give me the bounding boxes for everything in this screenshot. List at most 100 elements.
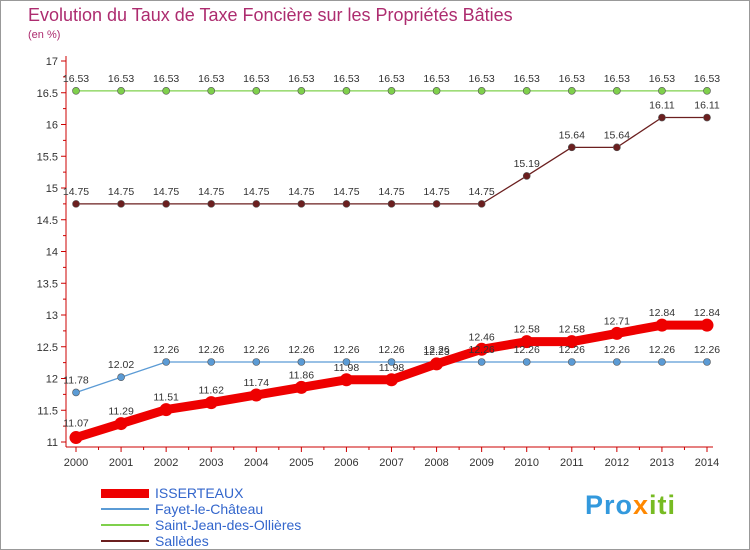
data-point: [430, 357, 444, 371]
legend-label: ISSERTEAUX: [155, 485, 244, 501]
data-point: [162, 200, 170, 208]
x-tick-label: 2013: [650, 457, 674, 469]
data-label: 12.84: [694, 307, 720, 319]
data-point: [613, 143, 621, 152]
data-point: [565, 335, 579, 349]
data-label: 12.26: [649, 344, 675, 356]
data-label: 12.26: [288, 344, 314, 356]
data-point: [658, 87, 666, 95]
data-point: [610, 326, 624, 340]
data-point: [567, 87, 576, 95]
data-label: 16.53: [694, 73, 720, 85]
data-point: [567, 358, 576, 366]
x-tick-label: 2014: [695, 457, 719, 469]
data-point: [385, 373, 398, 387]
data-point: [117, 87, 125, 95]
data-label: 12.26: [243, 344, 269, 356]
data-point: [700, 318, 714, 332]
data-label: 11.07: [63, 418, 89, 430]
data-point: [658, 113, 666, 122]
y-tick-label: 14.5: [37, 215, 58, 227]
data-label: 11.86: [289, 369, 315, 381]
legend-item: Saint-Jean-des-Ollières: [101, 517, 401, 533]
y-tick-label: 12: [46, 374, 58, 386]
data-label: 15.19: [514, 158, 540, 170]
data-label: 12.26: [153, 344, 179, 356]
data-point: [342, 87, 351, 95]
data-point: [387, 87, 396, 95]
data-label: 16.53: [333, 73, 359, 85]
data-label: 14.75: [469, 186, 495, 198]
data-label: 16.53: [649, 73, 675, 85]
data-label: 12.84: [649, 307, 675, 319]
y-tick-label: 11: [47, 437, 58, 449]
data-point: [294, 380, 308, 394]
data-point: [432, 87, 441, 95]
data-label: 16.53: [63, 73, 89, 85]
data-point: [72, 388, 80, 397]
data-point: [613, 87, 621, 95]
data-label: 16.53: [514, 73, 540, 85]
data-point: [387, 200, 396, 208]
legend-swatch: [101, 524, 149, 526]
data-point: [477, 87, 486, 95]
data-point: [703, 113, 711, 122]
y-tick-label: 13.5: [37, 278, 58, 290]
chart-title: Evolution du Taux de Taxe Foncière sur l…: [28, 5, 513, 25]
data-point: [567, 143, 576, 152]
data-point: [162, 358, 170, 366]
data-label: 12.26: [559, 344, 585, 356]
legend-label: Sallèdes: [155, 533, 209, 549]
data-point: [475, 342, 489, 356]
x-tick-label: 2003: [199, 457, 223, 469]
legend-label: Fayet-le-Château: [155, 501, 264, 517]
data-label: 16.11: [694, 100, 720, 112]
data-label: 14.75: [153, 186, 179, 198]
y-tick-label: 14: [46, 247, 58, 259]
data-point: [117, 373, 125, 382]
data-point: [207, 87, 216, 95]
data-label: 12.26: [694, 344, 720, 356]
data-label: 16.53: [288, 73, 314, 85]
data-label: 14.75: [198, 186, 224, 198]
data-label: 11.98: [379, 362, 405, 374]
data-point: [249, 388, 263, 402]
x-tick-label: 2009: [469, 457, 493, 469]
data-label: 14.75: [333, 186, 359, 198]
data-point: [655, 318, 669, 332]
data-point: [297, 200, 306, 208]
y-tick-label: 17: [46, 56, 58, 68]
data-label: 11.74: [244, 377, 270, 389]
legend-label: Saint-Jean-des-Ollières: [155, 517, 302, 533]
y-tick-label: 11.5: [37, 405, 58, 417]
data-point: [477, 200, 486, 208]
data-point: [520, 335, 534, 349]
y-tick-label: 15: [46, 183, 58, 195]
data-point: [117, 200, 125, 208]
y-tick-label: 16.5: [37, 88, 58, 100]
data-point: [342, 200, 351, 208]
data-point: [703, 358, 711, 366]
x-tick-label: 2004: [244, 457, 268, 469]
data-label: 12.26: [423, 344, 449, 356]
data-point: [522, 87, 531, 95]
data-label: 11.98: [334, 362, 360, 374]
data-point: [477, 358, 486, 366]
data-label: 16.53: [559, 73, 585, 85]
x-tick-label: 2012: [605, 457, 629, 469]
data-label: 16.53: [243, 73, 269, 85]
legend-swatch: [101, 488, 149, 498]
data-label: 12.71: [604, 315, 630, 327]
x-tick-label: 2008: [424, 457, 448, 469]
x-tick-label: 2000: [64, 457, 88, 469]
data-point: [658, 358, 666, 366]
x-tick-label: 2011: [560, 457, 584, 469]
data-label: 11.78: [63, 374, 89, 386]
data-point: [207, 358, 216, 366]
data-label: 15.64: [559, 129, 585, 141]
data-label: 12.26: [604, 344, 630, 356]
data-label: 12.46: [469, 331, 495, 343]
data-point: [387, 358, 396, 366]
x-tick-label: 2010: [514, 457, 538, 469]
